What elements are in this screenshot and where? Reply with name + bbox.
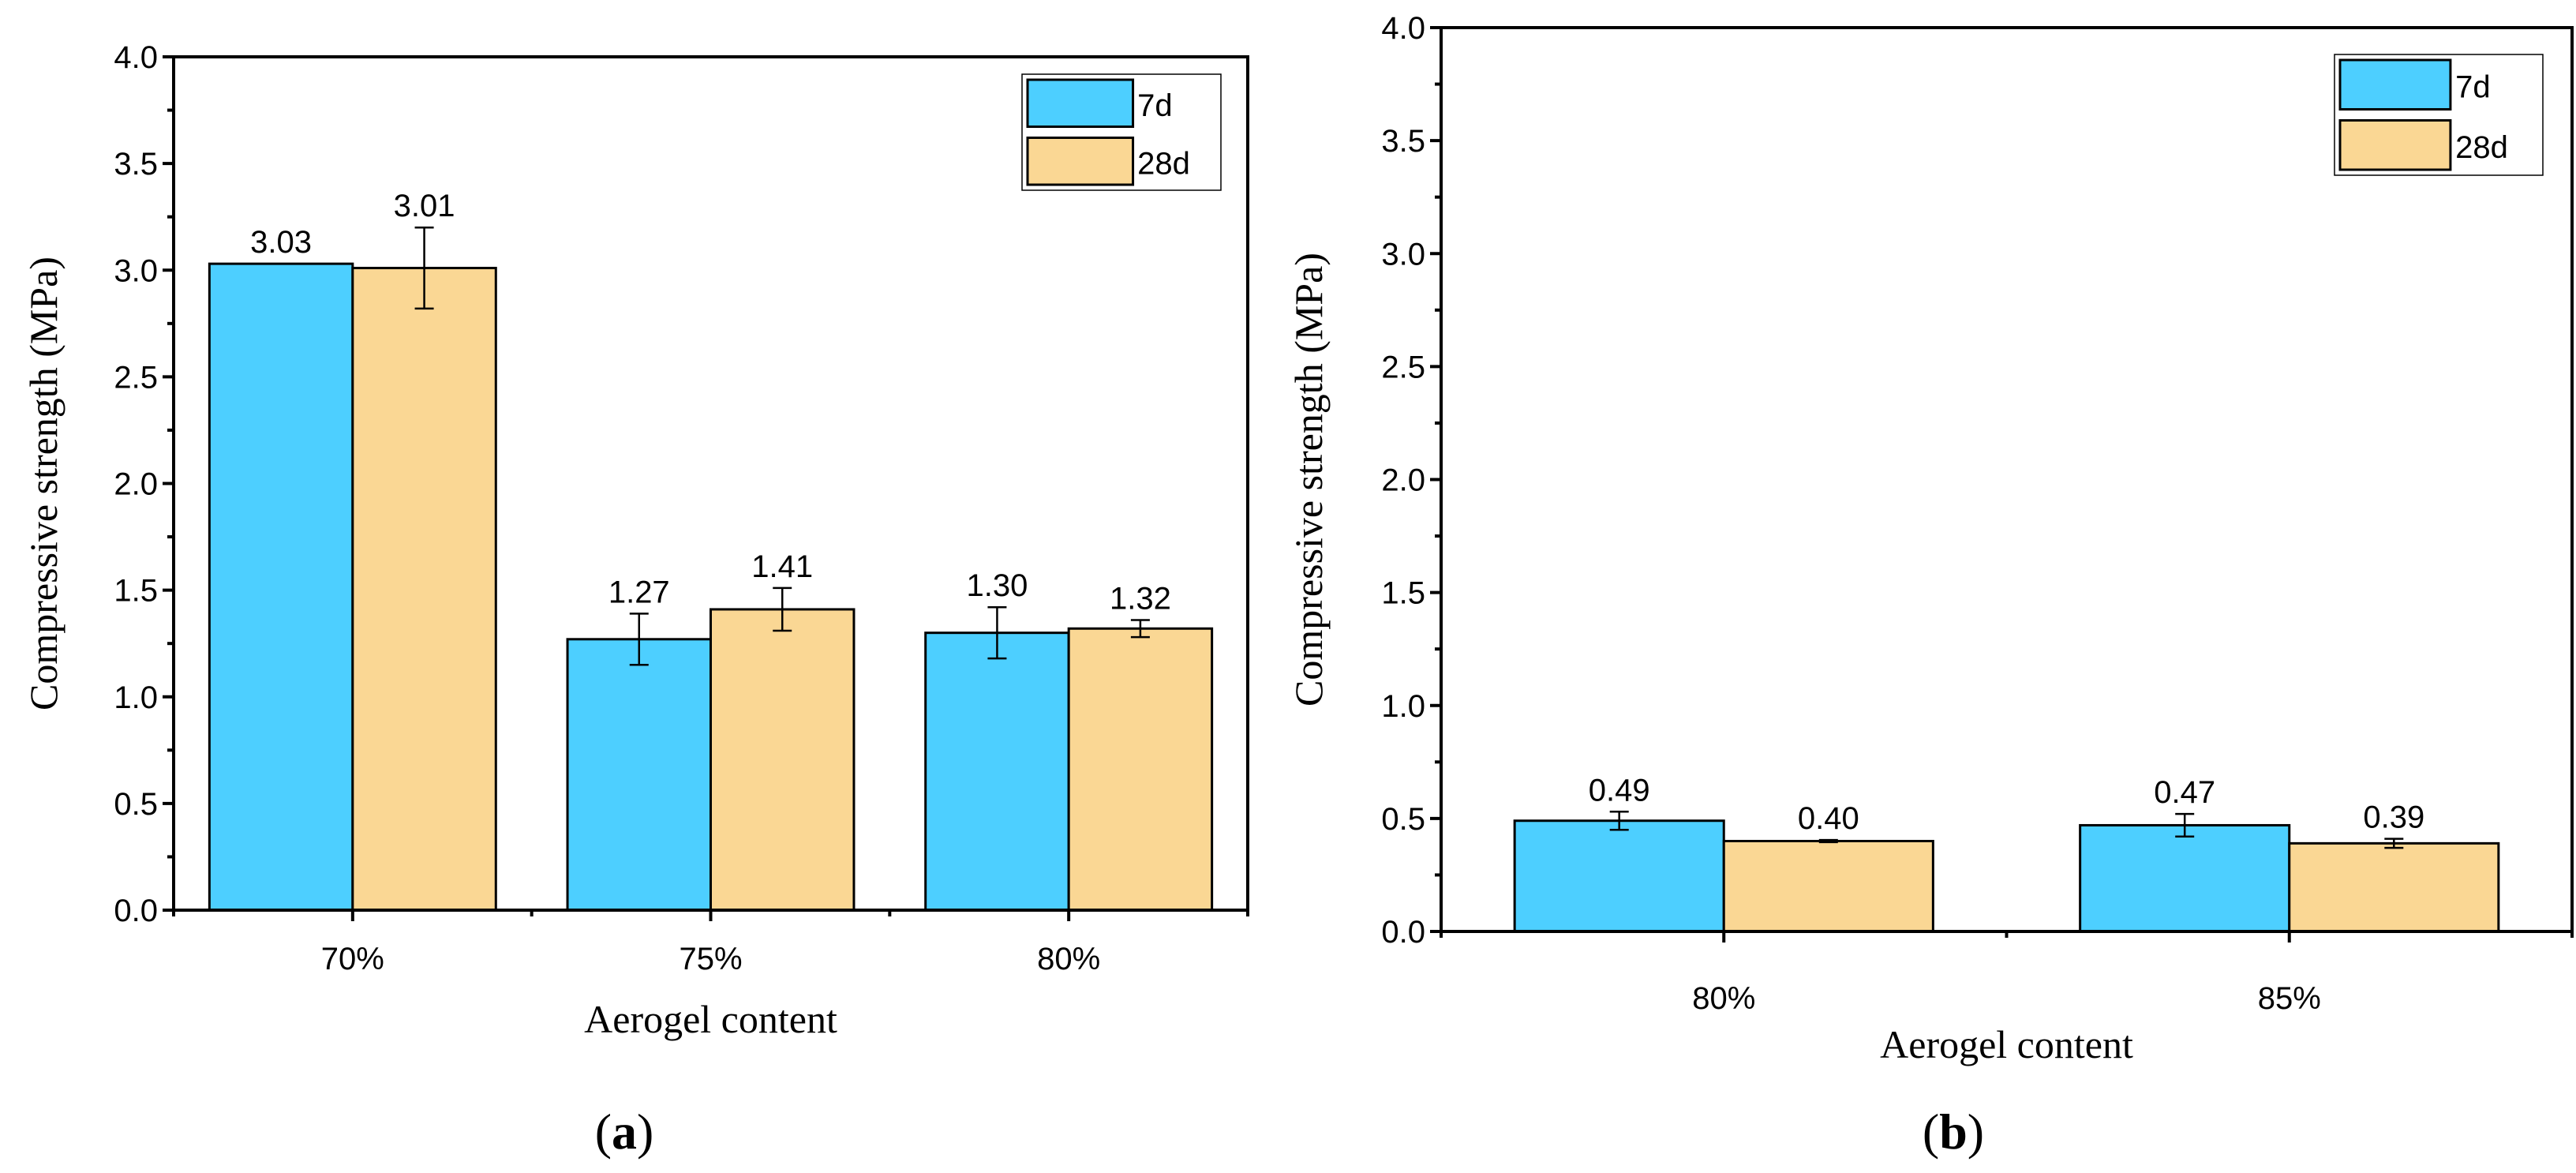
y-tick-label: 1.0 — [114, 680, 158, 715]
error-bar — [1130, 619, 1150, 639]
bar-28d-75% — [710, 608, 856, 912]
y-tick-label: 2.5 — [1381, 350, 1425, 384]
data-label: 1.30 — [967, 568, 1028, 603]
y-tick-label: 0.0 — [1381, 915, 1425, 950]
y-tick-label: 1.5 — [114, 574, 158, 609]
error-bar — [629, 613, 649, 666]
bar-28d-80% — [1067, 627, 1214, 912]
chart-panel-a: 3.03 1.27 1.30 3.01 1.41 1.32 0.0 0.5 1.0 1.5 2.0 2… — [21, 40, 1249, 1160]
legend-label: 28d — [1137, 146, 1190, 181]
x-tick-label: 80% — [1692, 981, 1755, 1016]
y-tick-label: 3.0 — [1381, 237, 1425, 272]
panel-letter: a — [612, 1104, 637, 1160]
error-bar — [773, 586, 792, 632]
data-label: 3.03 — [250, 225, 312, 260]
legend-label: 7d — [1137, 88, 1173, 123]
error-bar — [1818, 838, 1838, 844]
data-label: 3.01 — [394, 189, 455, 223]
data-label: 0.47 — [2154, 775, 2215, 810]
y-tick-label: 4.0 — [114, 40, 158, 75]
bar-7d-75% — [566, 638, 712, 912]
y-tick-label: 1.0 — [1381, 689, 1425, 724]
x-axis-title: Aerogel content — [584, 997, 837, 1041]
data-label: 0.49 — [1589, 773, 1650, 808]
data-label: 1.27 — [608, 575, 670, 609]
data-label: 1.41 — [751, 549, 813, 584]
bar-28d-80% — [1722, 840, 1934, 933]
panel-paren-open: ( — [1923, 1104, 1939, 1160]
y-tick-label: 3.0 — [114, 253, 158, 288]
data-label: 0.40 — [1798, 801, 1859, 836]
y-tick-label: 2.0 — [1381, 463, 1425, 498]
bar-28d-70% — [351, 267, 497, 912]
y-tick-label: 1.5 — [1381, 576, 1425, 611]
error-bar — [987, 605, 1007, 660]
error-bar — [2384, 838, 2404, 849]
y-tick-label: 4.0 — [1381, 11, 1425, 46]
bar-7d-85% — [2079, 823, 2291, 933]
x-tick-label: 75% — [679, 942, 742, 976]
bar-28d-85% — [2288, 841, 2500, 933]
error-bar — [2175, 812, 2195, 838]
y-tick-label: 0.5 — [1381, 802, 1425, 837]
panel-paren-open: ( — [595, 1104, 612, 1160]
bar-7d-80% — [924, 631, 1070, 912]
bar-7d-80% — [1513, 819, 1725, 933]
y-tick-label: 3.5 — [1381, 124, 1425, 159]
y-tick-label: 0.0 — [114, 894, 158, 928]
bar-7d-70% — [208, 262, 354, 912]
y-tick-label: 0.5 — [114, 787, 158, 822]
legend-swatch-28d — [1026, 137, 1135, 186]
panel-label: (b) — [1923, 1104, 1984, 1160]
data-label: 1.32 — [1110, 581, 1171, 616]
panel-paren-close: ) — [1968, 1104, 1984, 1160]
x-tick-label: 70% — [321, 942, 384, 976]
data-label: 0.39 — [2363, 800, 2424, 835]
y-axis-title: Compressive strength (MPa) — [1286, 253, 1331, 706]
legend-label: 28d — [2455, 130, 2508, 165]
x-tick-label: 80% — [1037, 942, 1100, 976]
y-tick-label: 3.5 — [114, 147, 158, 182]
x-axis-title: Aerogel content — [1880, 1022, 2133, 1066]
legend: 7d 28d — [2334, 54, 2544, 176]
y-axis-title: Compressive strength (MPa) — [21, 257, 66, 710]
error-bar — [1609, 811, 1629, 831]
y-tick-label: 2.5 — [114, 360, 158, 395]
x-tick-label: 85% — [2258, 981, 2321, 1016]
y-tick-label: 2.0 — [114, 467, 158, 502]
legend-swatch-7d — [1026, 78, 1135, 128]
legend-label: 7d — [2455, 69, 2491, 104]
panel-label: (a) — [595, 1104, 654, 1160]
legend-swatch-7d — [2338, 58, 2452, 111]
panel-paren-close: ) — [637, 1104, 653, 1160]
error-bar — [414, 226, 434, 310]
panel-letter: b — [1939, 1104, 1968, 1160]
legend: 7d 28d — [1021, 73, 1222, 191]
legend-swatch-28d — [2338, 119, 2452, 171]
chart-panel-b: 0.49 0.47 0.40 0.39 0.0 0.5 1.0 1.5 2.0 2.5 3.0 3.5… — [1286, 11, 2574, 1160]
